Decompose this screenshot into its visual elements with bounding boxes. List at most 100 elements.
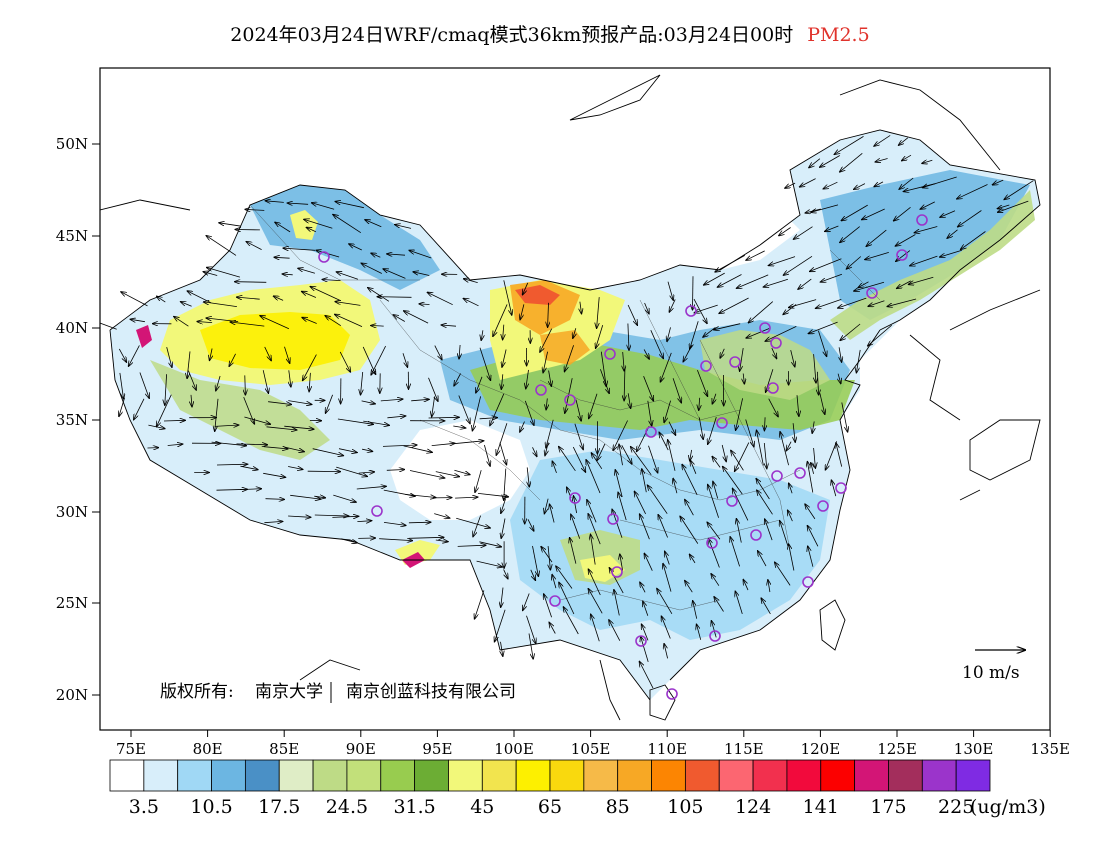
wind-arrow [501,641,503,656]
colorbar-swatch [312,759,348,792]
lat-tick-label: 40N [56,319,88,337]
wind-arrow [711,621,717,638]
wind-arrow [312,448,344,456]
wind-arrow [721,444,726,462]
wind-arrow [479,541,501,547]
wind-arrow [455,497,478,498]
field-white-mongolia [620,210,800,275]
wind-arrow [865,252,889,259]
wind-arrow [527,519,534,531]
colorbar-label: 65 [538,796,562,818]
wind-arrow [887,298,917,307]
wind-arrow [477,493,508,496]
monitoring-site-marker [802,576,814,588]
wind-arrow [817,371,818,395]
wind-arrow [427,292,453,306]
wind-arrow [807,526,819,547]
wind-arrow [694,304,718,313]
wind-arrow [746,328,770,339]
wind-arrow [413,272,430,276]
wind-arrow [363,420,389,425]
wind-arrow [794,226,813,240]
colorbar-swatch [583,759,619,792]
monitoring-site-marker [835,482,847,494]
wind-arrow [697,624,702,640]
wind-arrow [356,486,386,490]
wind-arrow [667,327,671,341]
wind-arrow [121,292,148,307]
wind-arrow [559,447,576,472]
wind-arrow [244,416,270,424]
wind-arrow [680,516,699,544]
wind-arrow [454,373,461,386]
wind-arrow [214,425,239,426]
map-title: 2024年03月24日WRF/cmaq模式36km预报产品:03月24日00时 P… [0,20,1100,47]
wind-arrow [587,500,597,523]
wind-arrow [745,419,754,447]
wind-arrow [524,400,534,425]
wind-arrow [627,304,637,325]
wind-arrow [240,465,258,469]
wind-arrow [119,372,124,399]
wind-arrow [854,183,866,190]
colorbar-label: 141 [803,796,839,818]
copyright-org1: 南京大学 [255,682,323,702]
wind-arrow [902,154,912,161]
wind-arrow [383,522,406,525]
wind-arrow [821,273,843,282]
lat-tick-label: 50N [56,135,88,153]
colorbar-label: 124 [735,796,771,818]
wind-arrow [709,539,720,568]
wind-arrow [284,425,314,429]
wind-arrow [174,317,189,327]
wind-arrow [501,498,506,514]
wind-arrow [798,278,812,289]
wind-arrow [805,504,816,520]
wind-arrow [371,345,386,375]
wind-arrow [335,302,361,306]
field-green-northeast [830,190,1035,340]
wind-arrow [769,256,796,266]
wind-arrow [640,514,650,540]
wind-arrow [520,421,525,432]
wind-arrow [664,644,668,659]
wind-arrow [588,569,601,596]
wind-arrow [693,601,698,619]
wind-arrow [596,324,604,348]
monitoring-site-marker [709,630,721,642]
wind-arrow [503,324,504,340]
wind-arrow [648,485,668,514]
wind-arrow [810,258,842,272]
colorbar-swatch [278,759,314,792]
wind-arrow [275,222,291,233]
wind-arrow [834,136,864,154]
wind-arrow [260,316,290,330]
wind-arrow [459,344,460,359]
colorbar-label: 3.5 [129,796,159,818]
wind-arrow [788,510,793,522]
wind-arrow [731,450,744,471]
wind-arrow [357,521,371,522]
wind-arrow [920,201,935,209]
colorbar-swatch [414,759,449,792]
wind-arrow [663,564,672,592]
wind-arrow [588,514,601,545]
wind-arrow [628,323,629,351]
wind-arrow [245,209,265,210]
wind-arrow [840,152,863,172]
field-yellow-taklimakan-core [200,312,350,370]
wind-arrow [166,347,172,367]
wind-arrow [647,400,652,426]
wind-arrow [475,470,482,492]
wind-arrow [836,443,843,467]
wind-arrow [736,519,742,543]
wind-arrow [335,202,364,209]
wind-arrow [768,398,778,417]
field-blue-north [250,185,440,290]
wind-arrow [714,323,741,330]
wind-arrow [371,253,381,257]
wind-arrow [549,370,552,387]
monitoring-site-marker [916,214,928,226]
wind-arrow [167,444,183,445]
map-plot-area: 版权所有: 南京大学 南京创蓝科技有限公司 10 m/s [100,74,1041,721]
